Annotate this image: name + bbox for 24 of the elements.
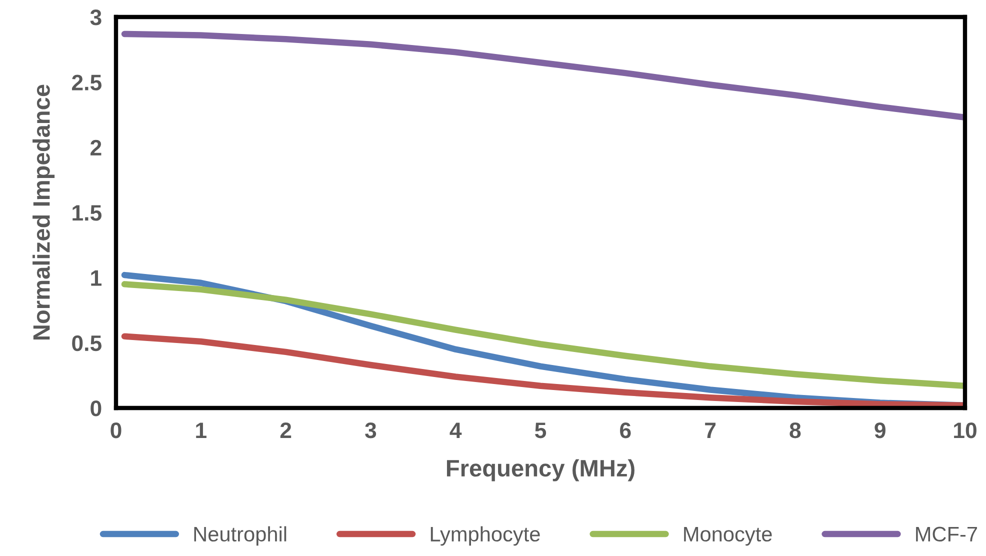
x-tick-label: 3 bbox=[365, 422, 376, 438]
x-tick-label: 9 bbox=[874, 422, 886, 438]
x-axis-title: Frequency (MHz) bbox=[446, 459, 634, 482]
y-tick-label: 2.5 bbox=[72, 74, 102, 90]
legend-label: Lymphocyte bbox=[430, 526, 540, 546]
x-tick-label: 8 bbox=[790, 422, 801, 438]
x-tick-label: 6 bbox=[620, 422, 631, 438]
y-axis-title: Normalized Impedance bbox=[32, 84, 55, 340]
y-tick-label: 3 bbox=[90, 10, 102, 26]
y-tick-label: 0.5 bbox=[72, 335, 102, 352]
legend-label: Neutrophil bbox=[194, 526, 286, 546]
x-tick-label: 5 bbox=[535, 422, 546, 438]
x-tick-label: 0 bbox=[110, 422, 122, 438]
legend-label: MCF-7 bbox=[916, 526, 977, 542]
x-tick-label: 7 bbox=[705, 422, 716, 438]
y-tick-label: 1 bbox=[91, 270, 102, 286]
y-tick-label: 1.5 bbox=[72, 205, 102, 221]
y-tick-label: 2 bbox=[90, 140, 102, 156]
y-tick-label: 0 bbox=[90, 400, 102, 416]
x-tick-label: 1 bbox=[196, 422, 206, 438]
x-tick-label: 2 bbox=[280, 422, 292, 438]
x-tick-label: 10 bbox=[954, 422, 976, 438]
legend-label: Monocyte bbox=[684, 526, 772, 546]
x-tick-label: 4 bbox=[450, 422, 462, 438]
